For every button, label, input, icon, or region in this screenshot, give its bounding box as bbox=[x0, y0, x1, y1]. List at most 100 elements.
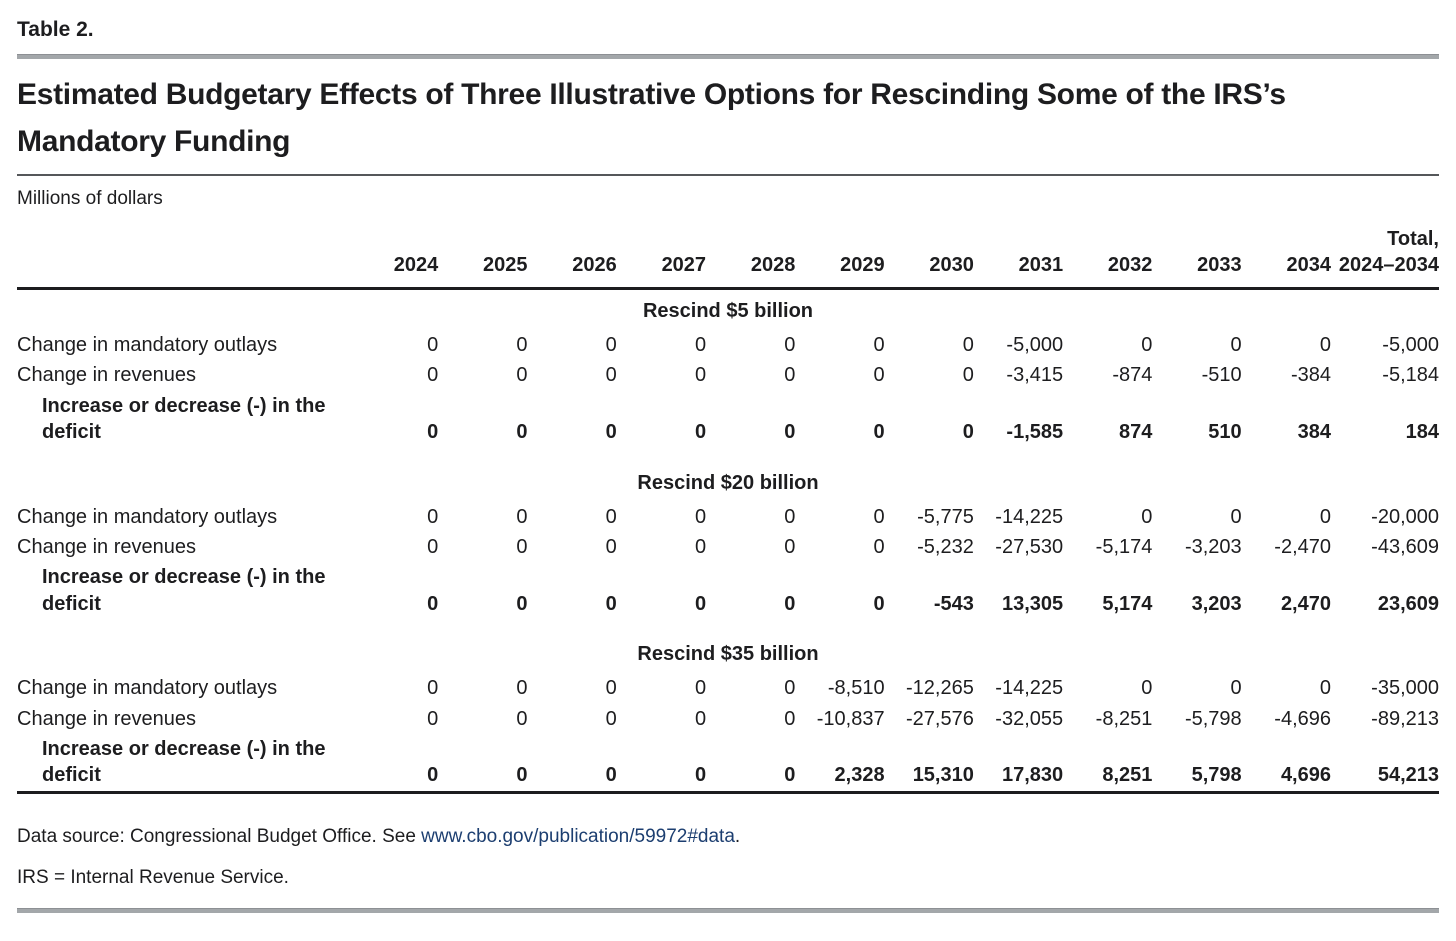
row-label: Change in revenues bbox=[17, 707, 197, 730]
corner-header bbox=[17, 212, 349, 289]
value-cell: 0 bbox=[1141, 334, 1153, 356]
value-cell: 0 bbox=[516, 707, 528, 730]
value-cell: 0 bbox=[694, 764, 707, 787]
value-cell: 0 bbox=[516, 421, 528, 444]
value-cell: 0 bbox=[962, 334, 974, 356]
value-cell: 0 bbox=[605, 764, 617, 787]
value-cell: -5,232 bbox=[917, 535, 974, 558]
table-row: Increase or decrease (-) in the deficit 0… bbox=[17, 562, 1439, 619]
table-number-label: Table 2. bbox=[17, 18, 94, 41]
value-cell: 0 bbox=[605, 421, 617, 444]
year-column-header: 2028 bbox=[750, 254, 796, 276]
value-cell: -27,576 bbox=[906, 707, 974, 730]
value-cell: 384 bbox=[1297, 421, 1331, 444]
value-cell: 0 bbox=[694, 421, 707, 444]
value-cell: 0 bbox=[873, 421, 885, 444]
value-cell: 0 bbox=[694, 334, 707, 356]
year-column-header: 2031 bbox=[1018, 254, 1064, 276]
section-header-row: Rescind $35 billion bbox=[17, 619, 1439, 673]
value-cell: -43,609 bbox=[1371, 535, 1439, 558]
value-cell: 0 bbox=[605, 334, 617, 356]
header-row: 2024 2025 2026 2027 2028 2029 2030 2031 2032 2033… bbox=[17, 212, 1439, 289]
section-header-row: Rescind $20 billion bbox=[17, 448, 1439, 502]
value-cell: 0 bbox=[784, 334, 796, 356]
year-column-header: 2026 bbox=[572, 254, 617, 276]
value-cell: 0 bbox=[1230, 505, 1242, 528]
value-cell: -20,000 bbox=[1371, 505, 1439, 528]
year-column-header: 2030 bbox=[929, 254, 974, 276]
row-label: Change in mandatory outlays bbox=[17, 334, 278, 356]
value-cell: 5,174 bbox=[1102, 592, 1153, 615]
value-cell: 510 bbox=[1208, 421, 1242, 444]
footnotes: Data source: Congressional Budget Office… bbox=[17, 826, 1439, 889]
section-header: Rescind $35 billion bbox=[637, 643, 819, 666]
table-row: Increase or decrease (-) in the deficit 0… bbox=[17, 734, 1439, 792]
value-cell: -874 bbox=[1112, 364, 1153, 387]
value-cell: 54,213 bbox=[1377, 764, 1439, 787]
table-row: Increase or decrease (-) in the deficit 0… bbox=[17, 391, 1439, 448]
value-cell: -12,265 bbox=[906, 677, 974, 700]
value-cell: 0 bbox=[1319, 677, 1331, 700]
value-cell: -27,530 bbox=[995, 535, 1064, 558]
value-cell: 0 bbox=[427, 535, 439, 558]
value-cell: 0 bbox=[605, 535, 617, 558]
value-cell: 0 bbox=[427, 707, 439, 730]
year-column-header: 2024 bbox=[393, 254, 439, 276]
value-cell: 15,310 bbox=[912, 764, 974, 787]
value-cell: 0 bbox=[516, 592, 528, 615]
data-source-link[interactable]: www.cbo.gov/publication/59972#data bbox=[421, 825, 735, 847]
value-cell: -14,225 bbox=[995, 677, 1064, 700]
value-cell: -5,000 bbox=[1006, 334, 1064, 356]
value-cell: 0 bbox=[873, 364, 885, 387]
value-cell: 0 bbox=[784, 505, 796, 528]
value-cell: -35,000 bbox=[1371, 677, 1439, 700]
row-label: Increase or decrease (-) in the deficit bbox=[42, 737, 326, 787]
value-cell: 0 bbox=[873, 505, 885, 528]
value-cell: 0 bbox=[694, 364, 707, 387]
value-cell: 0 bbox=[427, 421, 439, 444]
section-header-row: Rescind $5 billion bbox=[17, 289, 1439, 331]
table-row: Change in revenues 0 0 0 0 0 0 -5,232 -27,530 -5,… bbox=[17, 532, 1439, 562]
value-cell: 0 bbox=[605, 505, 617, 528]
value-cell: 0 bbox=[784, 421, 796, 444]
value-cell: 23,609 bbox=[1377, 592, 1439, 615]
year-column-header: 2029 bbox=[840, 254, 885, 276]
value-cell: -5,775 bbox=[917, 505, 974, 528]
value-cell: 2,470 bbox=[1280, 592, 1331, 615]
value-cell: 0 bbox=[516, 677, 528, 700]
value-cell: 8,251 bbox=[1102, 764, 1153, 787]
year-column-header: 2034 bbox=[1286, 254, 1332, 276]
value-cell: -5,000 bbox=[1382, 334, 1439, 356]
value-cell: 17,830 bbox=[1001, 764, 1064, 787]
value-cell: 0 bbox=[516, 764, 528, 787]
row-label: Increase or decrease (-) in the deficit bbox=[42, 394, 326, 444]
value-cell: 0 bbox=[1230, 334, 1242, 356]
value-cell: 0 bbox=[516, 334, 528, 356]
value-cell: -5,174 bbox=[1095, 535, 1153, 558]
value-cell: 0 bbox=[1319, 505, 1331, 528]
page-title: Estimated Budgetary Effects of Three Ill… bbox=[17, 78, 1286, 158]
value-cell: 0 bbox=[516, 535, 528, 558]
value-cell: 0 bbox=[962, 364, 974, 387]
units-label: Millions of dollars bbox=[17, 188, 163, 209]
value-cell: 0 bbox=[962, 421, 974, 444]
table-row: Change in mandatory outlays 0 0 0 0 0 0 0 -5,000… bbox=[17, 330, 1439, 360]
value-cell: 0 bbox=[605, 677, 617, 700]
value-cell: 0 bbox=[694, 535, 707, 558]
value-cell: 0 bbox=[784, 535, 796, 558]
data-source-period: . bbox=[734, 825, 741, 847]
value-cell: 184 bbox=[1405, 421, 1439, 444]
value-cell: -10,837 bbox=[816, 707, 885, 730]
value-cell: 3,203 bbox=[1191, 592, 1242, 615]
section-header: Rescind $5 billion bbox=[642, 300, 814, 322]
table-row: Change in revenues 0 0 0 0 0 0 0 -3,415 -874 -510 -… bbox=[17, 360, 1439, 390]
abbreviation-note: IRS = Internal Revenue Service. bbox=[17, 866, 289, 888]
value-cell: 0 bbox=[427, 592, 439, 615]
value-cell: -8,510 bbox=[827, 677, 885, 700]
value-cell: 0 bbox=[873, 535, 885, 558]
value-cell: -4,696 bbox=[1274, 707, 1331, 730]
value-cell: 0 bbox=[605, 364, 617, 387]
value-cell: -384 bbox=[1290, 364, 1331, 387]
value-cell: -5,798 bbox=[1184, 707, 1242, 730]
year-column-header: 2025 bbox=[483, 254, 528, 276]
